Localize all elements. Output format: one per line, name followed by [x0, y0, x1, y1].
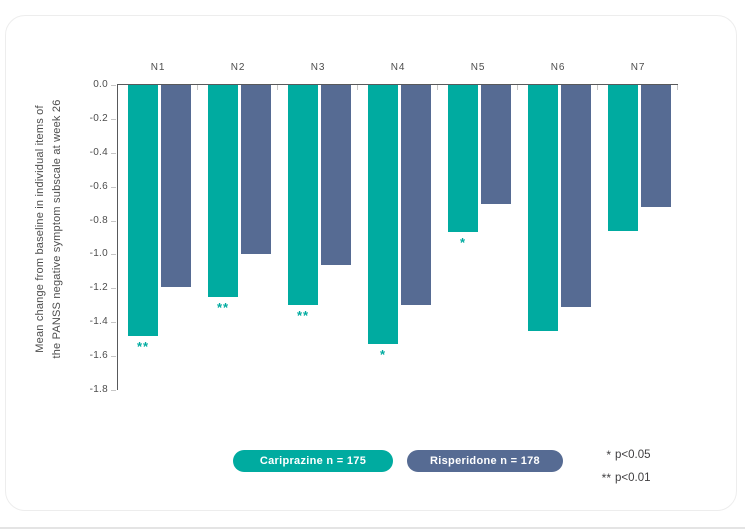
legend-risperidone-pill: Risperidone n = 178 [407, 450, 563, 472]
y-axis-title: Mean change from baseline in individual … [32, 59, 66, 399]
y-axis-tick [111, 118, 116, 120]
category-label: N6 [550, 62, 566, 73]
bar-risperidone-n7 [641, 85, 671, 207]
significance-marker: * [459, 235, 467, 251]
significance-marker: ** [296, 308, 310, 324]
y-axis-line [116, 83, 118, 390]
significance-marker: * [379, 347, 387, 363]
x-axis-group-tick [197, 85, 198, 90]
y-axis-tick-label: -0.8 [89, 214, 108, 226]
y-axis-tick-label: -1.4 [89, 316, 108, 328]
category-label: N4 [390, 62, 406, 73]
y-axis-tick [111, 390, 116, 391]
bar-cariprazine-n4 [368, 85, 398, 345]
bar-risperidone-n4 [401, 85, 431, 306]
category-label: N3 [310, 62, 326, 73]
x-axis-group-tick [357, 85, 358, 90]
x-axis-group-tick [677, 85, 678, 90]
y-axis-tick [111, 254, 116, 256]
y-axis-tick [111, 356, 116, 358]
x-axis-group-tick [597, 85, 598, 90]
bar-risperidone-n1 [161, 85, 191, 287]
y-axis-tick [111, 152, 116, 154]
single-asterisk-label: * [606, 447, 611, 462]
category-label: N5 [470, 62, 486, 73]
y-axis-title-line1: Mean change from baseline in individual … [34, 105, 46, 353]
y-axis-tick-label: -0.4 [89, 146, 108, 158]
bar-cariprazine-n2 [208, 85, 238, 297]
x-axis-group-tick [517, 85, 518, 90]
y-axis-tick-label: -1.0 [89, 248, 108, 260]
y-axis-title-line2: the PANSS negative symptom subscale at w… [51, 99, 63, 359]
x-axis-zero-line [116, 83, 678, 85]
category-label: N2 [230, 62, 246, 73]
bar-cariprazine-n7 [608, 85, 638, 231]
page-bottom-divider [0, 527, 745, 529]
category-label: N1 [150, 62, 166, 73]
bar-risperidone-n6 [561, 85, 591, 307]
plot-area: 0.0 -0.2 -0.4 -0.6 -0.8 -1.0 -1.2 -1.4 -1.6 -1.8 N… [90, 62, 678, 395]
y-axis-tick [111, 85, 116, 86]
significance-marker: ** [216, 299, 230, 315]
y-axis-tick [111, 186, 116, 188]
legend-cariprazine-pill: Cariprazine n = 175 [233, 450, 393, 472]
bar-cariprazine-n6 [528, 85, 558, 331]
y-axis-tick-label: -0.2 [89, 112, 108, 124]
x-axis-group-tick [277, 85, 278, 90]
y-axis-tick-label: -1.2 [89, 282, 108, 294]
significance-marker: ** [136, 338, 150, 354]
category-label: N7 [630, 62, 646, 73]
bar-risperidone-n5 [481, 85, 511, 204]
bar-cariprazine-n1 [128, 85, 158, 336]
y-axis-tick [111, 220, 116, 222]
bar-cariprazine-n3 [288, 85, 318, 306]
y-axis-tick-label: -1.6 [89, 350, 108, 362]
x-axis-group-tick [437, 85, 438, 90]
y-axis-tick [111, 322, 116, 324]
y-axis-tick-label: -1.8 [89, 384, 108, 395]
significance-key-row: * p<0.05 [594, 443, 678, 466]
p-value-text: p<0.05 [615, 448, 651, 461]
y-axis-tick-label: -0.6 [89, 180, 108, 192]
bar-cariprazine-n5 [448, 85, 478, 233]
significance-key: * p<0.05 ** p<0.01 [594, 443, 678, 489]
double-asterisk-label: ** [601, 470, 611, 485]
y-axis-tick-label: 0.0 [93, 79, 108, 90]
y-axis-tick [111, 288, 116, 290]
bar-risperidone-n3 [321, 85, 351, 265]
significance-key-row: ** p<0.01 [594, 466, 678, 489]
bar-risperidone-n2 [241, 85, 271, 255]
p-value-text: p<0.01 [615, 471, 651, 484]
